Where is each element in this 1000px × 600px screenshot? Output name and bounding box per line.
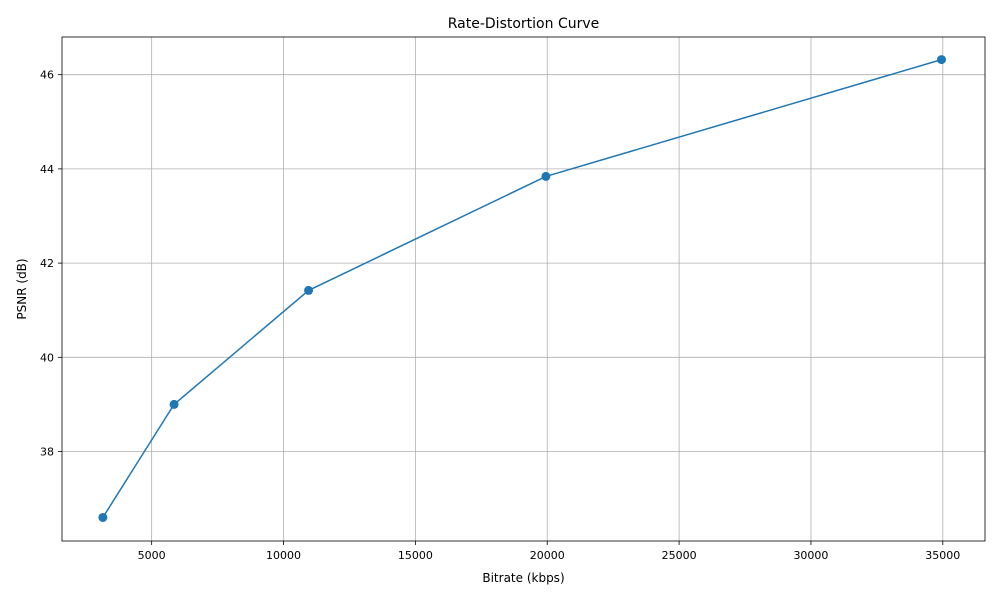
x-tick-label: 15000: [398, 549, 433, 562]
data-point: [169, 399, 179, 409]
data-point: [98, 512, 108, 522]
series-layer: [98, 55, 946, 522]
plot-frame: [61, 36, 986, 542]
y-tick-label: 46: [40, 69, 54, 82]
ticks: 5000 10000 15000 20000 25000 30000 35000 38 40 42…: [40, 69, 960, 562]
x-tick-label: 30000: [793, 549, 828, 562]
data-point: [541, 171, 551, 181]
x-axis-label: Bitrate (kbps): [482, 571, 564, 585]
x-tick-label: 20000: [530, 549, 565, 562]
x-tick-label: 5000: [138, 549, 166, 562]
data-point: [304, 285, 314, 295]
y-axis-label: PSNR (dB): [15, 258, 29, 319]
grid: [62, 37, 985, 541]
y-tick-label: 38: [40, 446, 54, 459]
y-tick-label: 42: [40, 257, 54, 270]
x-tick-label: 25000: [662, 549, 697, 562]
data-point: [936, 55, 946, 65]
chart-title: Rate-Distortion Curve: [448, 16, 600, 32]
x-tick-label: 35000: [925, 549, 960, 562]
y-tick-label: 40: [40, 351, 54, 364]
x-tick-label: 10000: [266, 549, 301, 562]
y-tick-label: 44: [40, 163, 54, 176]
